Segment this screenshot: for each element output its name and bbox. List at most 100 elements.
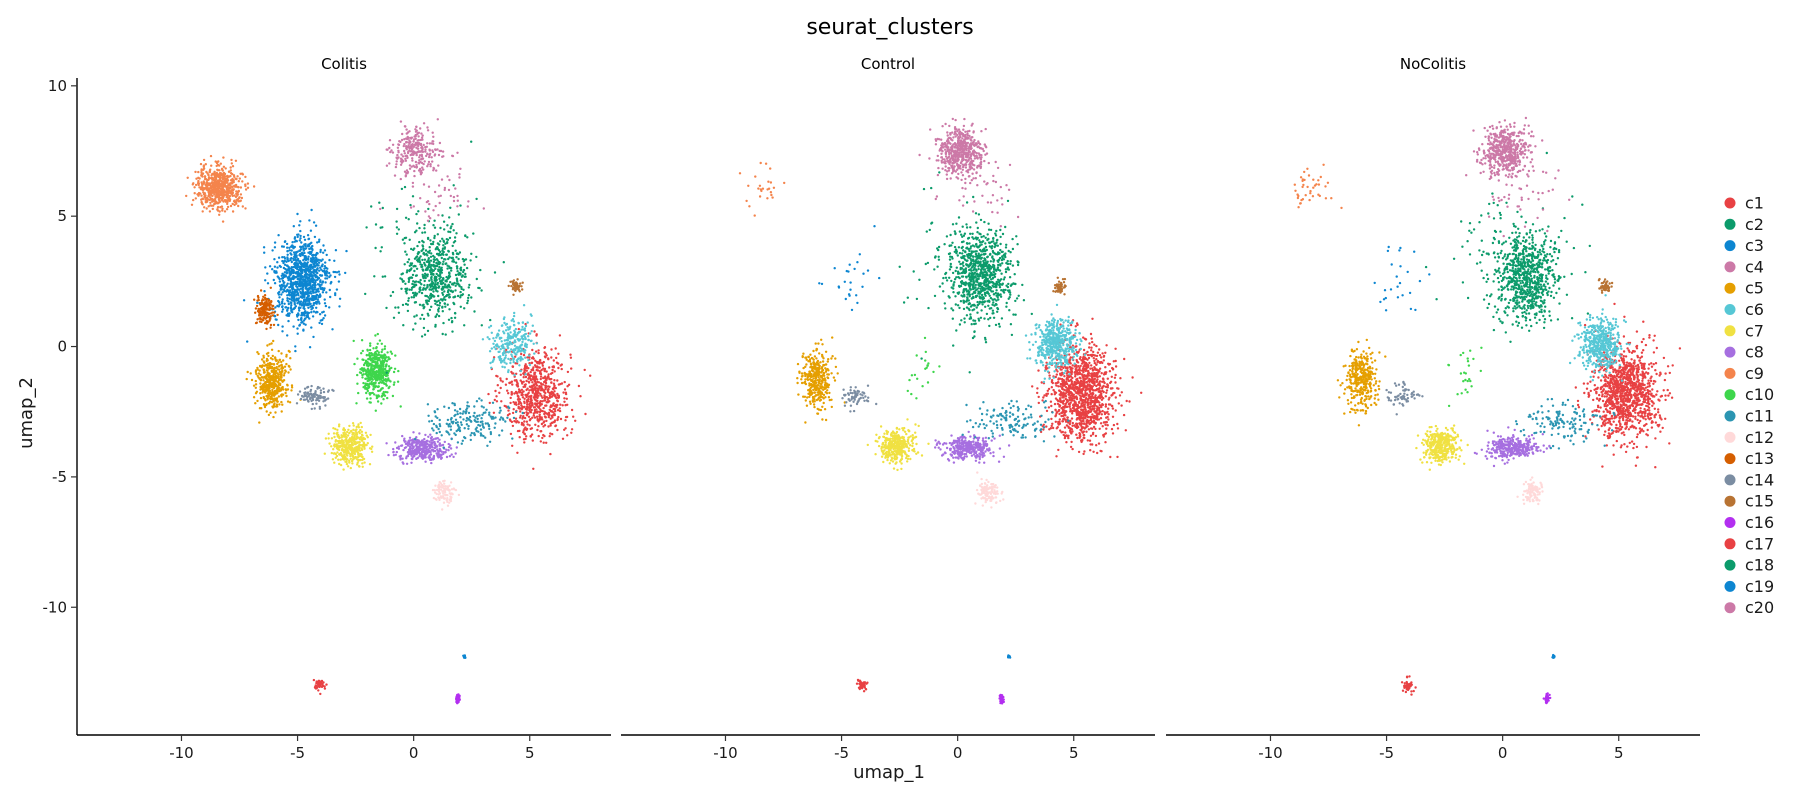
point <box>434 284 437 288</box>
point <box>504 405 508 408</box>
point <box>429 152 432 155</box>
point <box>310 241 313 244</box>
point <box>312 291 315 294</box>
point <box>530 408 533 412</box>
point <box>531 402 534 406</box>
point <box>540 394 543 397</box>
point <box>418 240 421 244</box>
point <box>512 358 515 362</box>
point <box>273 402 276 405</box>
point <box>446 241 449 244</box>
point <box>427 260 430 264</box>
point <box>432 263 435 266</box>
point <box>299 234 302 238</box>
point <box>285 362 288 366</box>
point <box>318 321 321 325</box>
point <box>480 289 483 292</box>
point <box>520 356 523 359</box>
point <box>222 175 225 179</box>
point <box>433 219 436 222</box>
point <box>466 236 469 239</box>
point <box>311 254 314 257</box>
point <box>307 306 310 309</box>
point <box>527 338 530 342</box>
point <box>534 423 537 426</box>
point <box>388 385 391 388</box>
point <box>230 192 234 196</box>
point <box>301 268 304 271</box>
point <box>276 390 279 394</box>
point <box>292 225 295 228</box>
point <box>528 389 531 392</box>
point <box>295 265 299 268</box>
point <box>399 140 402 144</box>
point <box>549 452 552 456</box>
point <box>340 439 344 442</box>
point <box>448 275 452 278</box>
point <box>524 356 527 359</box>
point <box>437 286 440 289</box>
point <box>459 296 462 299</box>
point <box>547 373 550 376</box>
point <box>557 415 560 419</box>
point <box>420 136 424 139</box>
point <box>279 378 282 381</box>
point <box>410 288 413 291</box>
point <box>256 368 259 371</box>
point <box>510 342 514 346</box>
point <box>413 165 416 169</box>
point <box>515 372 518 375</box>
point <box>437 294 440 298</box>
point <box>417 162 421 165</box>
point <box>382 365 385 368</box>
cluster-points-c6 <box>481 304 539 377</box>
point <box>431 131 434 134</box>
point <box>416 451 420 454</box>
point <box>349 453 352 456</box>
point <box>334 427 337 431</box>
point <box>234 195 238 199</box>
point <box>523 416 527 420</box>
point <box>260 407 263 410</box>
point <box>516 360 519 363</box>
point <box>352 436 355 440</box>
point <box>263 405 267 409</box>
point <box>551 433 554 436</box>
point <box>338 305 341 308</box>
point <box>517 327 520 331</box>
point <box>523 420 526 423</box>
point <box>311 277 314 280</box>
point <box>523 397 526 400</box>
point <box>553 379 556 382</box>
point <box>529 410 532 413</box>
point <box>335 288 339 291</box>
point <box>296 212 299 216</box>
point <box>234 177 237 180</box>
point <box>208 182 211 185</box>
point <box>244 188 248 191</box>
point <box>203 206 206 209</box>
point <box>266 344 269 347</box>
point <box>418 142 422 146</box>
point <box>550 377 553 381</box>
point <box>282 261 285 265</box>
point <box>310 305 313 308</box>
point <box>277 323 280 327</box>
point <box>537 420 540 423</box>
point <box>527 415 531 418</box>
point <box>504 383 508 386</box>
point <box>460 268 463 272</box>
point <box>422 440 426 444</box>
point <box>277 349 280 353</box>
point <box>200 169 203 173</box>
point <box>547 387 550 391</box>
point <box>296 233 299 236</box>
point <box>536 396 539 399</box>
point <box>363 461 366 464</box>
point <box>291 268 294 272</box>
point <box>413 315 416 318</box>
point <box>506 414 510 417</box>
point <box>453 311 457 315</box>
point <box>526 393 529 396</box>
point <box>549 372 553 375</box>
